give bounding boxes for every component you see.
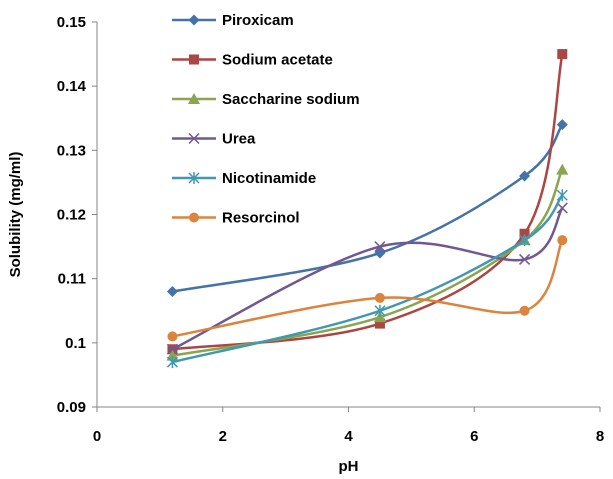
data-point <box>519 234 531 247</box>
data-point <box>374 292 385 303</box>
data-point <box>374 247 386 259</box>
legend-label: Piroxicam <box>222 12 294 29</box>
series-nicotinamide <box>166 189 568 369</box>
legend-label: Nicotinamide <box>222 170 316 187</box>
x-ticks: 0 2 4 6 8 <box>93 407 604 445</box>
x-tick-label: 8 <box>596 428 604 445</box>
y-tick-label: 0.13 <box>57 142 86 159</box>
legend: Piroxicam Sodium acetate Saccharine sodium… <box>172 12 360 227</box>
data-point <box>556 119 568 131</box>
data-point <box>374 304 386 317</box>
y-tick-label: 0.14 <box>57 78 87 95</box>
data-point <box>556 202 568 214</box>
y-ticks: 0.09 0.1 0.11 0.12 0.13 0.14 0.15 <box>57 14 97 416</box>
legend-item: Urea <box>172 131 256 148</box>
data-point <box>519 253 531 265</box>
legend-label: Saccharine sodium <box>222 91 360 108</box>
legend-label: Sodium acetate <box>222 52 333 69</box>
plot-area: 0 2 4 6 8 0.09 0.1 0.11 0.12 0.13 0.14 0.15 <box>57 14 604 445</box>
series-layer <box>166 49 569 369</box>
legend-item: Resorcinol <box>172 210 300 227</box>
legend-marker <box>188 93 200 104</box>
x-tick-label: 2 <box>219 428 227 445</box>
series-line <box>172 239 564 338</box>
y-axis-title: Solubility (mg/ml) <box>7 152 24 278</box>
data-point <box>556 189 568 202</box>
data-point <box>556 163 569 175</box>
data-point <box>166 286 178 297</box>
data-point <box>519 305 530 316</box>
x-tick-label: 0 <box>93 428 101 445</box>
legend-marker <box>189 54 199 65</box>
legend-marker <box>188 14 200 26</box>
legend-label: Urea <box>222 131 256 148</box>
x-tick-label: 6 <box>470 428 478 445</box>
data-point <box>374 241 386 253</box>
legend-label: Resorcinol <box>222 210 300 227</box>
series-line <box>172 123 564 293</box>
data-point <box>166 356 178 369</box>
series-line <box>171 207 564 351</box>
data-point <box>166 343 178 355</box>
data-point <box>166 349 179 361</box>
legend-item: Nicotinamide <box>172 170 316 187</box>
data-point <box>557 235 568 246</box>
legend-marker <box>188 132 200 145</box>
data-point <box>519 228 530 239</box>
data-point <box>557 49 568 60</box>
legend-item: Sodium acetate <box>172 52 333 69</box>
x-tick-label: 4 <box>344 428 353 445</box>
legend-marker <box>188 172 200 184</box>
legend-marker <box>189 212 199 223</box>
y-tick-label: 0.1 <box>65 335 86 352</box>
y-tick-label: 0.15 <box>57 14 86 31</box>
series-urea <box>166 202 568 355</box>
series-line <box>172 194 564 364</box>
data-point <box>374 318 385 329</box>
x-axis-title: pH <box>339 458 359 475</box>
data-point <box>519 170 531 182</box>
series-resorcinol <box>167 235 568 342</box>
series-saccharine-sodium <box>166 163 569 361</box>
y-tick-label: 0.12 <box>57 207 86 224</box>
legend-item: Piroxicam <box>172 12 294 29</box>
data-point <box>167 331 178 342</box>
legend-item: Saccharine sodium <box>172 91 360 108</box>
y-tick-label: 0.11 <box>58 271 86 288</box>
y-tick-label: 0.09 <box>57 399 86 416</box>
